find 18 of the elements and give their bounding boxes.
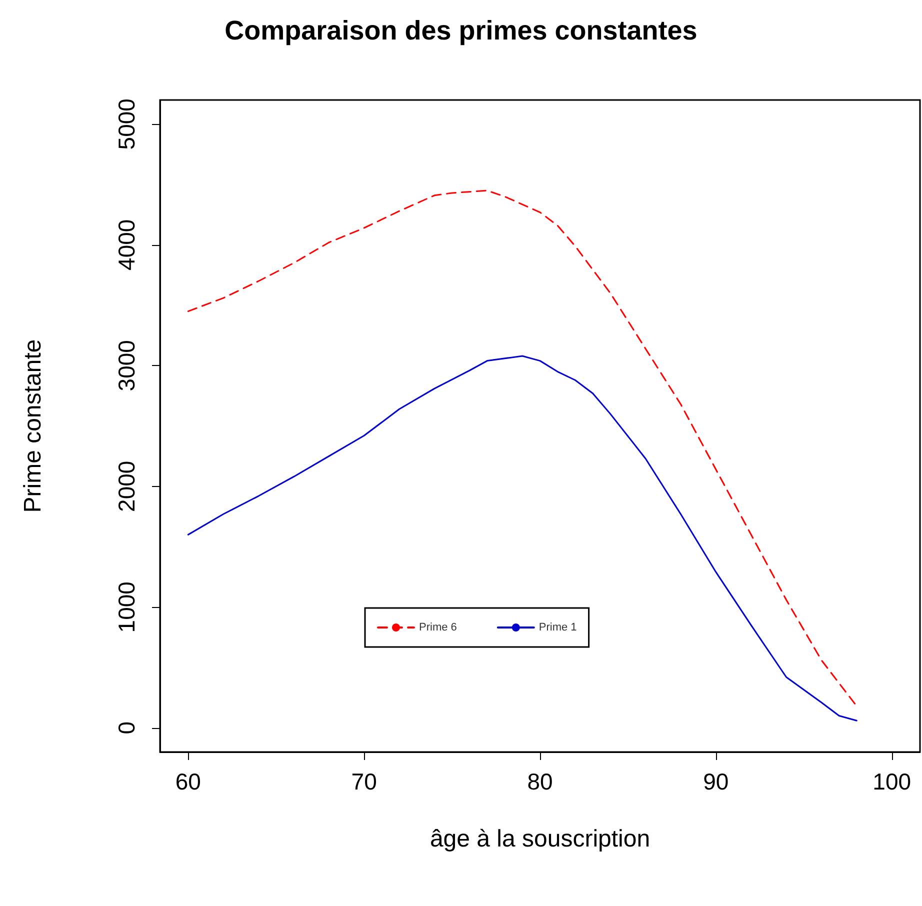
- x-axis-title: âge à la souscription: [430, 826, 650, 852]
- y-axis-title: Prime constante: [20, 339, 46, 513]
- chart-title: Comparaison des primes constantes: [224, 16, 698, 46]
- line-series: [187, 190, 858, 707]
- y-tick-label: 4000: [114, 219, 140, 270]
- legend-label: Prime 1: [538, 622, 577, 634]
- x-tick-label: 100: [872, 768, 912, 794]
- x-tick-label: 90: [703, 768, 729, 794]
- x-tick-label: 70: [351, 768, 377, 794]
- y-tick-label: 1000: [114, 582, 140, 633]
- x-tick-label: 60: [175, 768, 201, 794]
- line-series: [187, 355, 858, 722]
- y-tick-label: 3000: [114, 340, 140, 392]
- y-tick-label: 2000: [114, 460, 140, 512]
- x-tick-label: 80: [527, 768, 553, 794]
- legend-label: Prime 6: [419, 622, 457, 634]
- y-tick-label: 0: [114, 721, 140, 734]
- y-tick-label: 5000: [114, 98, 140, 150]
